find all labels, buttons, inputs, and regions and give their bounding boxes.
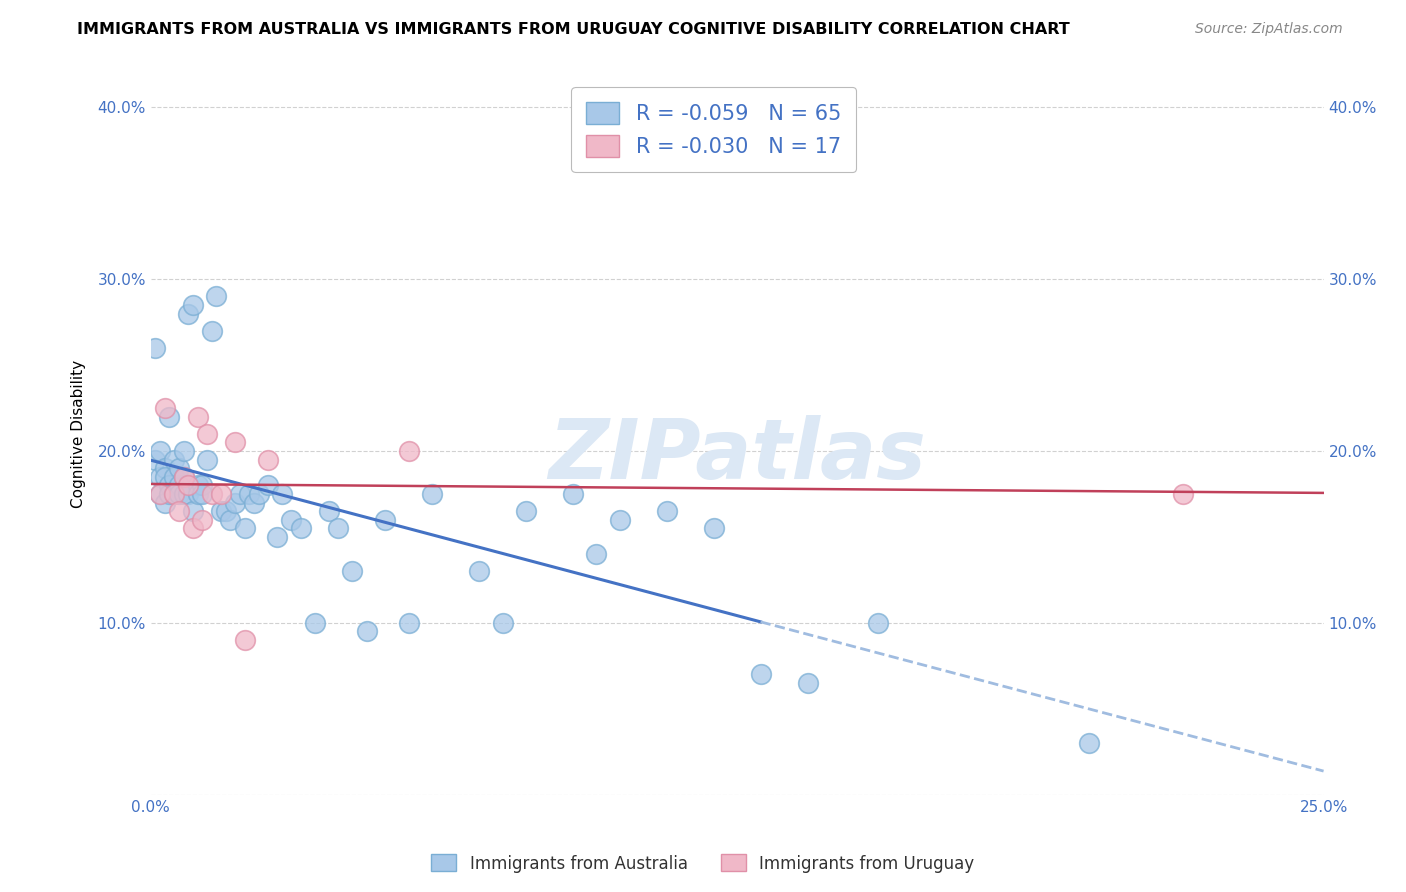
Point xyxy=(866,615,889,630)
Point xyxy=(609,513,631,527)
Point xyxy=(318,504,340,518)
Point xyxy=(374,513,396,527)
Point xyxy=(159,409,181,424)
Point xyxy=(145,452,167,467)
Point xyxy=(159,478,181,492)
Point xyxy=(561,487,583,501)
Point xyxy=(167,478,190,492)
Point xyxy=(191,478,214,492)
Point xyxy=(468,564,491,578)
Point xyxy=(290,521,312,535)
Point xyxy=(257,452,280,467)
Point xyxy=(195,426,218,441)
Point xyxy=(205,289,228,303)
Point xyxy=(177,487,200,501)
Point xyxy=(1078,736,1101,750)
Point xyxy=(342,564,364,578)
Point xyxy=(271,487,294,501)
Point xyxy=(703,521,725,535)
Point xyxy=(149,470,172,484)
Point xyxy=(247,487,270,501)
Point xyxy=(173,470,195,484)
Point xyxy=(243,495,266,509)
Point xyxy=(398,444,420,458)
Point xyxy=(173,487,195,501)
Point xyxy=(149,444,172,458)
Point xyxy=(420,487,443,501)
Point xyxy=(304,615,326,630)
Point xyxy=(163,487,186,501)
Point xyxy=(167,504,190,518)
Text: IMMIGRANTS FROM AUSTRALIA VS IMMIGRANTS FROM URUGUAY COGNITIVE DISABILITY CORREL: IMMIGRANTS FROM AUSTRALIA VS IMMIGRANTS … xyxy=(77,22,1070,37)
Point xyxy=(356,624,378,639)
Point xyxy=(153,495,176,509)
Point xyxy=(491,615,513,630)
Point xyxy=(187,409,209,424)
Point xyxy=(167,487,190,501)
Point xyxy=(398,615,420,630)
Point xyxy=(280,513,302,527)
Point xyxy=(191,513,214,527)
Point xyxy=(195,452,218,467)
Point xyxy=(201,487,224,501)
Point xyxy=(173,444,195,458)
Point xyxy=(229,487,252,501)
Legend: Immigrants from Australia, Immigrants from Uruguay: Immigrants from Australia, Immigrants fr… xyxy=(425,847,981,880)
Point xyxy=(163,470,186,484)
Point xyxy=(145,341,167,355)
Point xyxy=(328,521,350,535)
Point xyxy=(209,487,232,501)
Point xyxy=(167,461,190,475)
Point xyxy=(266,530,288,544)
Point xyxy=(219,513,242,527)
Point xyxy=(163,487,186,501)
Point xyxy=(215,504,238,518)
Point xyxy=(796,676,818,690)
Y-axis label: Cognitive Disability: Cognitive Disability xyxy=(72,359,86,508)
Point xyxy=(149,487,172,501)
Text: ZIPatlas: ZIPatlas xyxy=(548,415,927,496)
Point xyxy=(153,461,176,475)
Point xyxy=(187,478,209,492)
Point xyxy=(201,324,224,338)
Point xyxy=(257,478,280,492)
Point xyxy=(585,547,607,561)
Point xyxy=(181,504,204,518)
Point xyxy=(177,307,200,321)
Point xyxy=(233,521,256,535)
Point xyxy=(181,298,204,312)
Point xyxy=(191,487,214,501)
Point xyxy=(153,401,176,415)
Point xyxy=(177,478,200,492)
Point xyxy=(181,521,204,535)
Point xyxy=(153,470,176,484)
Point xyxy=(238,487,260,501)
Point xyxy=(749,667,772,681)
Point xyxy=(224,495,246,509)
Text: Source: ZipAtlas.com: Source: ZipAtlas.com xyxy=(1195,22,1343,37)
Legend: R = -0.059   N = 65, R = -0.030   N = 17: R = -0.059 N = 65, R = -0.030 N = 17 xyxy=(571,87,856,172)
Point xyxy=(1171,487,1194,501)
Point xyxy=(233,633,256,648)
Point xyxy=(655,504,678,518)
Point xyxy=(173,470,195,484)
Point xyxy=(515,504,537,518)
Point xyxy=(209,504,232,518)
Point xyxy=(149,487,172,501)
Point xyxy=(159,487,181,501)
Point xyxy=(187,487,209,501)
Point xyxy=(163,452,186,467)
Point xyxy=(224,435,246,450)
